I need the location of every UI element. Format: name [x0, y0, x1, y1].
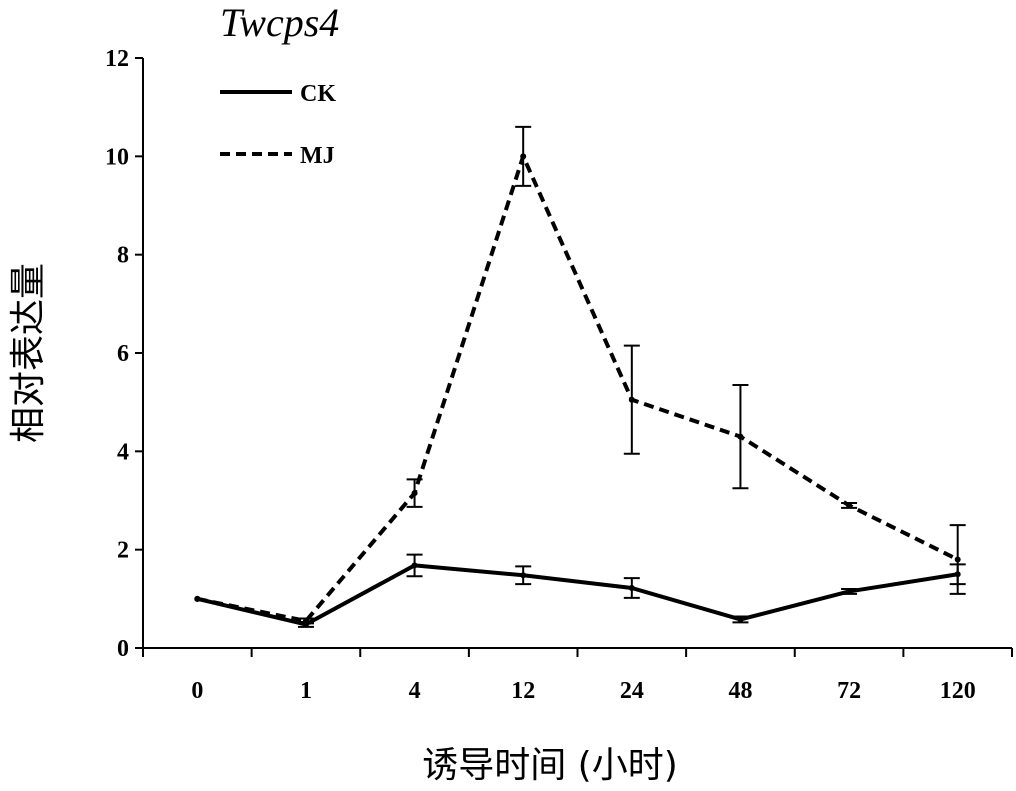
data-point [629, 397, 635, 403]
x-tick-label: 48 [728, 678, 752, 704]
series-mj [194, 127, 965, 624]
y-axis-title-group: 相对表达量 [8, 263, 49, 443]
data-point [412, 490, 418, 496]
data-point [520, 153, 526, 159]
legend-label: MJ [300, 143, 335, 169]
data-point [629, 585, 635, 591]
axes: 02468101201412244872120 [105, 46, 1012, 704]
y-tick-label: 2 [117, 538, 129, 564]
y-tick-label: 12 [105, 46, 129, 72]
series-layer [194, 127, 965, 628]
data-point [737, 616, 743, 622]
x-tick-label: 1 [300, 678, 312, 704]
chart-title: Twcps4 [220, 0, 339, 45]
y-tick-label: 10 [105, 144, 129, 170]
data-point [846, 502, 852, 508]
data-point [955, 557, 961, 563]
legend-label: CK [300, 81, 336, 107]
x-tick-label: 4 [409, 678, 421, 704]
y-tick-label: 4 [117, 439, 129, 465]
legend-item-mj: MJ [220, 143, 335, 169]
x-tick-label: 12 [511, 678, 535, 704]
y-tick-label: 6 [117, 341, 129, 367]
legend: CK MJ [220, 81, 336, 169]
x-tick-label: 72 [837, 678, 861, 704]
x-tick-label: 120 [940, 678, 976, 704]
data-point [194, 596, 200, 602]
series-line-mj [197, 156, 957, 621]
data-point [412, 562, 418, 568]
x-tick-label: 0 [191, 678, 203, 704]
x-axis-title: 诱导时间 (小时) [422, 745, 678, 786]
data-point [737, 434, 743, 440]
data-point [520, 572, 526, 578]
data-point [303, 618, 309, 624]
y-axis-title: 相对表达量 [8, 263, 49, 443]
legend-item-ck: CK [220, 81, 336, 107]
y-tick-label: 8 [117, 243, 129, 269]
x-tick-label: 24 [620, 678, 644, 704]
y-tick-label: 0 [117, 636, 129, 662]
data-point [846, 588, 852, 594]
